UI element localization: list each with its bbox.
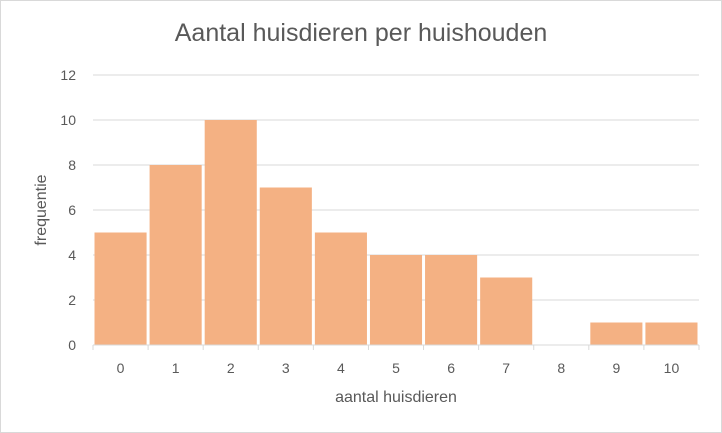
bar: [149, 165, 202, 345]
y-tick-label: 8: [68, 157, 76, 173]
x-tick-label: 4: [337, 360, 345, 376]
bar: [314, 232, 367, 345]
y-axis-title: frequentie: [33, 174, 50, 245]
bar: [204, 120, 257, 345]
y-tick-label: 10: [60, 112, 76, 128]
x-tick-label: 9: [612, 360, 620, 376]
x-axis-title: aantal huisdieren: [335, 389, 457, 406]
y-tick-label: 4: [68, 247, 76, 263]
y-tick-label: 2: [68, 292, 76, 308]
x-tick-label: 6: [447, 360, 455, 376]
bars: [94, 120, 698, 345]
y-tick-label: 6: [68, 202, 76, 218]
x-tick-label: 7: [502, 360, 510, 376]
bar: [590, 322, 643, 345]
x-tick-label: 1: [172, 360, 180, 376]
bar: [259, 187, 312, 345]
y-tick-label: 0: [68, 337, 76, 353]
x-tick-label: 2: [227, 360, 235, 376]
chart-title: Aantal huisdieren per huishouden: [174, 19, 548, 47]
bar: [369, 255, 423, 345]
bar: [645, 322, 698, 345]
x-tick-label: 3: [282, 360, 290, 376]
x-tick-label: 5: [392, 360, 400, 376]
y-tick-label: 12: [60, 67, 76, 83]
x-tick-label: 0: [117, 360, 125, 376]
x-tick-label: 8: [557, 360, 565, 376]
bar: [94, 232, 147, 345]
bar: [425, 255, 478, 345]
x-tick-label: 10: [664, 360, 680, 376]
bar: [480, 277, 533, 345]
